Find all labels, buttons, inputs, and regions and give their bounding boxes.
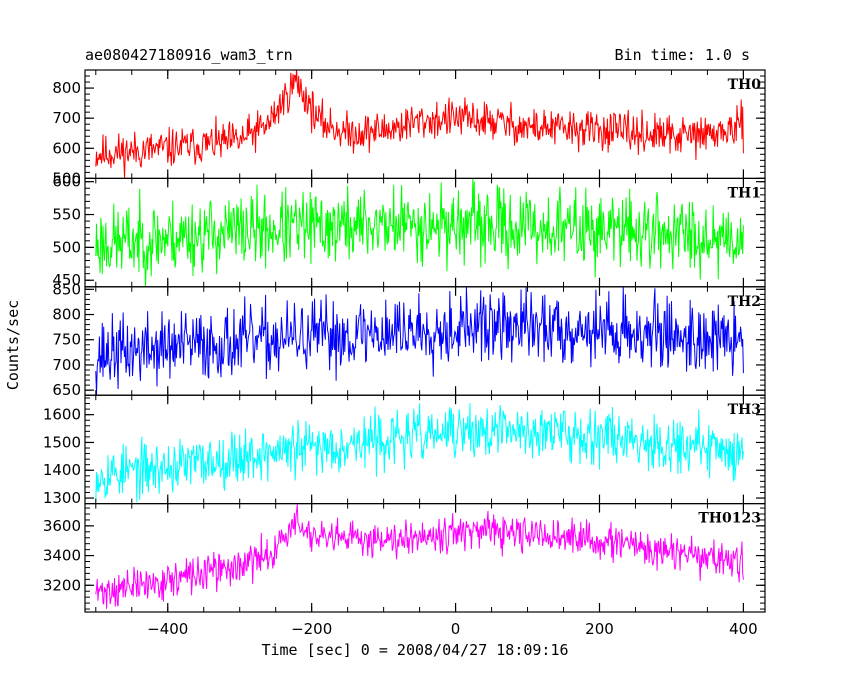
panel-frame-th0123 xyxy=(84,503,766,613)
series-line-th1 xyxy=(95,178,744,287)
y-tick-label: 550 xyxy=(52,206,81,224)
x-tick-label: 400 xyxy=(729,620,758,638)
series-line-th0 xyxy=(95,70,744,179)
panel-label-th0: TH0 xyxy=(728,77,762,93)
y-tick-label: 3600 xyxy=(43,517,81,535)
chart-subtitle: Bin time: 1.0 s xyxy=(615,46,750,64)
series-line-th2 xyxy=(95,286,744,395)
series-line-th3 xyxy=(95,403,744,503)
y-tick-label: 3400 xyxy=(43,547,81,565)
chart-title: ae080427180916_wam3_trn xyxy=(85,46,293,64)
y-tick-label: 700 xyxy=(52,109,81,127)
x-tick-label: 200 xyxy=(585,620,614,638)
panel-frame-th2 xyxy=(84,286,766,396)
y-tick-label: 750 xyxy=(52,331,81,349)
panel-label-th2: TH2 xyxy=(728,294,761,310)
y-axis-label: Counts/sec xyxy=(4,300,22,390)
y-tick-label: 500 xyxy=(52,238,81,256)
x-tick-label: 0 xyxy=(451,620,461,638)
y-tick-label: 1300 xyxy=(43,489,81,507)
y-tick-label: 700 xyxy=(52,356,81,374)
y-tick-label: 1600 xyxy=(43,406,81,424)
panel-label-th3: TH3 xyxy=(728,402,761,418)
y-tick-label: 600 xyxy=(52,139,81,157)
y-tick-label: 500 xyxy=(52,169,81,187)
x-axis-label: Time [sec] 0 = 2008/04/27 18:09:16 xyxy=(261,641,568,659)
y-tick-label: 800 xyxy=(52,79,81,97)
y-tick-label: 600 xyxy=(52,173,81,191)
y-tick-label: 3200 xyxy=(43,576,81,594)
series-line-th0123 xyxy=(95,504,744,609)
y-tick-label: 650 xyxy=(52,381,81,399)
y-tick-label: 450 xyxy=(52,271,81,289)
y-tick-label: 1500 xyxy=(43,433,81,451)
y-tick-label: 800 xyxy=(52,306,81,324)
panel-label-th1: TH1 xyxy=(728,185,761,201)
y-tick-label: 850 xyxy=(52,280,81,298)
panel-label-th0123: TH0123 xyxy=(698,511,761,527)
y-tick-label: 1400 xyxy=(43,461,81,479)
x-tick-label: −400 xyxy=(147,620,188,638)
x-tick-label: −200 xyxy=(291,620,332,638)
